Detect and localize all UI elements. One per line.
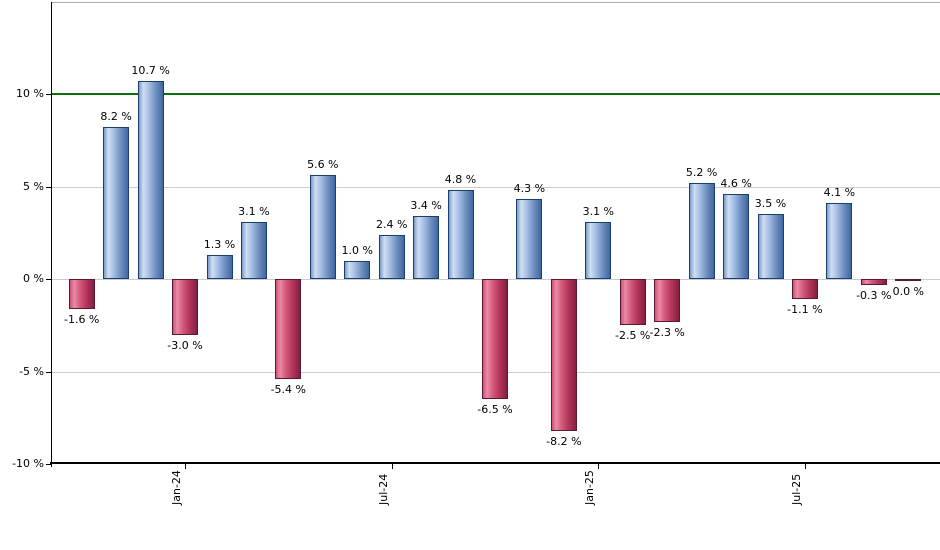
bar-value-label: 0.0 %: [892, 285, 925, 298]
bar: [68, 279, 95, 309]
x-axis-tick-label: Jan-24: [170, 470, 183, 505]
y-axis-tick-label: -5 %: [19, 365, 44, 378]
y-axis-tick-label: 10 %: [16, 87, 44, 100]
bar-value-label: 3.5 %: [754, 197, 787, 211]
bar-value-label: 4.3 %: [513, 182, 546, 196]
bar: [757, 214, 784, 280]
bar: [654, 279, 681, 322]
x-axis-line: [50, 462, 940, 464]
bar: [516, 199, 543, 279]
y-axis-tick: [46, 464, 51, 465]
bar-value-label: 3.4 %: [410, 199, 442, 213]
bar-value-label: -8.2 %: [546, 434, 582, 448]
bar: [378, 234, 405, 279]
y-gridline: [51, 187, 940, 188]
bar-value-label: 4.8 %: [444, 173, 477, 187]
bar-value-label: 4.1 %: [823, 186, 856, 200]
x-axis-tick: [185, 462, 186, 469]
bar: [137, 81, 164, 279]
bar: [895, 279, 922, 281]
bar-value-label: 10.7 %: [131, 64, 170, 78]
bar: [275, 279, 302, 379]
bar: [447, 190, 474, 279]
bar-value-label: 5.6 %: [307, 158, 339, 172]
bar: [723, 193, 750, 279]
bar: [344, 260, 371, 279]
bar-value-label: 1.3 %: [203, 237, 236, 251]
x-axis-tick: [598, 462, 600, 469]
bar-value-label: -0.3 %: [856, 288, 892, 302]
bar: [240, 221, 267, 280]
bar: [826, 203, 853, 279]
y-axis-tick-label: -10 %: [12, 457, 44, 470]
bar: [206, 254, 233, 279]
bar: [172, 279, 198, 335]
bar-value-label: 2.4 %: [375, 217, 408, 231]
y-axis-line: [51, 2, 52, 467]
bar-value-label: 4.6 %: [720, 176, 752, 190]
bar-value-label: -2.5 %: [614, 329, 651, 343]
x-axis-tick: [391, 462, 393, 469]
bar: [550, 279, 577, 431]
x-axis-tick-label: Jan-25: [583, 470, 597, 505]
bar: [103, 127, 130, 279]
reference-line-10pct: [51, 93, 940, 95]
bar-value-label: -1.6 %: [63, 312, 100, 326]
bar-value-label: -6.5 %: [477, 403, 513, 417]
x-axis-tick-label: Jul-25: [789, 473, 803, 505]
bar-value-label: -5.4 %: [270, 382, 307, 396]
y-axis-tick-label: 5 %: [23, 180, 44, 193]
bar: [619, 279, 646, 326]
bar-value-label: -3.0 %: [167, 338, 203, 352]
bar: [791, 279, 818, 300]
bar: [413, 216, 440, 279]
bar: [688, 182, 715, 279]
bar: [309, 175, 336, 279]
bar: [585, 221, 612, 280]
bar: [482, 279, 508, 400]
y-axis-tick: [46, 187, 51, 188]
bar-value-label: 8.2 %: [100, 110, 132, 124]
bar-value-label: -2.3 %: [649, 325, 685, 339]
bar-value-label: 5.2 %: [685, 165, 718, 179]
bar-value-label: -1.1 %: [787, 303, 823, 317]
y-axis-tick: [46, 279, 51, 280]
x-axis-tick: [804, 462, 806, 469]
bar-value-label: 3.1 %: [582, 204, 615, 218]
bar-value-label: 3.1 %: [238, 204, 270, 218]
bar-value-label: 1.0 %: [341, 243, 373, 257]
plot-top-border: [51, 2, 940, 3]
bar: [860, 279, 887, 285]
y-axis-tick: [46, 94, 51, 95]
x-axis-tick-label: Jul-24: [376, 473, 390, 505]
y-axis-tick-label: 0 %: [23, 272, 44, 285]
y-axis-tick: [46, 372, 51, 373]
